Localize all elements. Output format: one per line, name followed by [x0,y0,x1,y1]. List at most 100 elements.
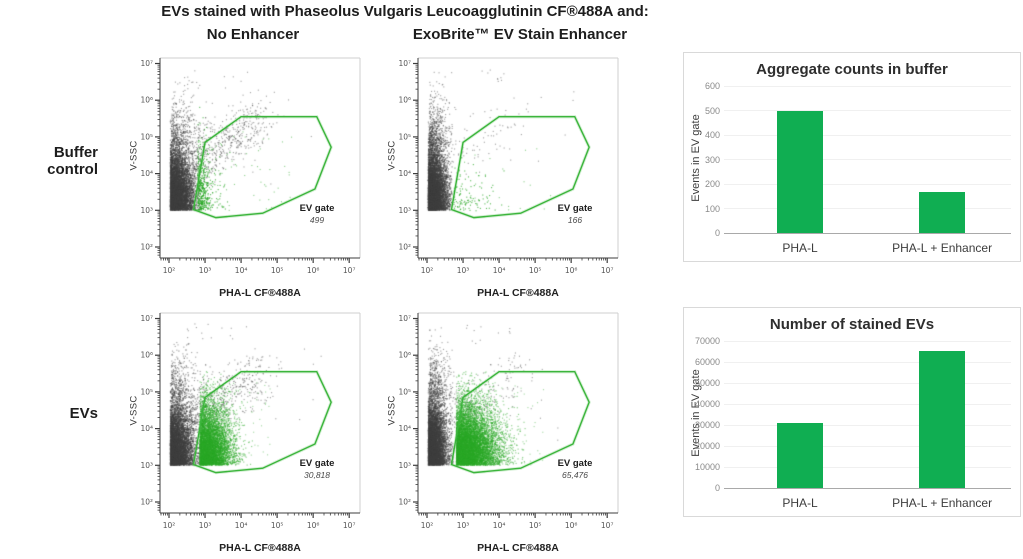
x-tick-label: 10² [421,521,434,530]
ev-gate-polygon [192,116,332,219]
x-tick-label: 10⁴ [493,266,506,275]
gridline [724,159,1011,160]
gridline [724,85,1011,87]
y-tick-label: 10⁴ [140,169,153,178]
bar-pha-l-enhancer [919,192,966,233]
y-axis-title: Events in EV gate [690,369,702,457]
x-axis-ticks: 10² 10³ 10⁴ 10⁵ 10⁶ 10⁷ [418,258,614,275]
x-axis-title: PHA-L CF®488A [219,542,301,554]
y-tick-label: 10⁶ [398,351,411,360]
flow-plot-buffer-enhancer: V-SSC 10² 10³ 10⁴ 10⁵ 10⁶ 10⁷ 10² 10³ 10⁴ 10⁵ 10⁶ 1… [358,50,633,308]
y-tick-label: 0 [714,483,720,493]
y-tick-label: 70000 [694,336,720,346]
x-tick-label: 10⁶ [307,521,320,530]
y-tick-label: 10⁵ [398,387,411,396]
y-tick-label: 10000 [694,462,720,472]
x-axis-ticks: 10² 10³ 10⁴ 10⁵ 10⁶ 10⁷ [160,513,355,530]
y-axis-ticks: 10² 10³ 10⁴ 10⁵ 10⁶ 10⁷ [398,59,418,256]
y-tick-label: 200 [704,179,720,189]
y-tick-label: 10⁷ [140,314,153,323]
x-tick-label: 10⁶ [565,266,578,275]
y-tick-label: 10⁵ [398,132,411,141]
gridline [724,183,1011,185]
x-tick-label: 10³ [457,521,470,530]
x-tick-label: 10² [163,521,176,530]
x-tick-label: 10³ [457,266,470,275]
bar-pha-l-enhancer [919,350,966,488]
y-tick-label: 10³ [140,461,153,470]
bar-chart-aggregate-counts-panel: Aggregate counts in buffer Events in EV … [683,52,1021,262]
bar-plot-area: 0 10000 20000 30000 40000 50000 60000 70000 PHA-… [695,336,1011,510]
x-tick-label: 10⁵ [529,266,542,275]
x-tick-label: 10⁵ [271,266,284,275]
gridline [724,232,1011,234]
x-tick-label: 10⁶ [565,521,578,530]
y-tick-label: 600 [704,81,720,91]
column-header-no-enhancer: No Enhancer [206,26,300,43]
chart-title: Number of stained EVs [769,316,935,333]
x-axis-title: PHA-L CF®488A [477,542,559,554]
y-tick-label: 10⁷ [398,59,411,68]
y-tick-label: 10⁴ [140,424,153,433]
x-tick-label: 10⁷ [601,266,614,275]
x-axis-title: PHA-L CF®488A [477,287,559,299]
y-tick-label: 60000 [694,357,720,367]
y-tick-label: 400 [704,130,720,140]
y-tick-label: 20000 [694,441,720,451]
gridline [724,110,1011,111]
gate-count: 499 [309,214,325,225]
gridline [724,445,1011,447]
x-tick-label: 10⁶ [307,266,320,275]
x-axis-ticks: 10² 10³ 10⁴ 10⁵ 10⁶ 10⁷ [160,258,355,275]
y-tick-label: 30000 [694,420,720,430]
x-tick-label: 10⁵ [529,521,542,530]
x-tick-label: 10² [421,266,434,275]
y-tick-label: 10³ [398,461,411,470]
x-tick-label: 10⁴ [235,521,248,530]
y-axis-ticks: 10² 10³ 10⁴ 10⁵ 10⁶ 10⁷ [140,59,160,256]
bar-pha-l [777,110,824,233]
flow-plot-evs-enhancer: V-SSC 10² 10³ 10⁴ 10⁵ 10⁶ 10⁷ 10² 10³ 10⁴ 10⁵ 10⁶ 1… [358,305,633,559]
axes-gate-overlay: 10² 10³ 10⁴ 10⁵ 10⁶ 10⁷ 10² 10³ 10⁴ 10⁵ 10⁶ 10⁷ [398,57,619,275]
category-label: PHA-L [782,241,818,255]
y-axis-ticks: 10² 10³ 10⁴ 10⁵ 10⁶ 10⁷ [398,314,418,511]
x-axis-ticks: 10² 10³ 10⁴ 10⁵ 10⁶ 10⁷ [418,513,613,530]
y-tick-label: 10⁶ [140,96,153,105]
row-label-buffer-control: Buffer control [47,144,98,178]
category-label: PHA-L + Enhancer [892,496,993,510]
axes-gate-overlay: 10² 10³ 10⁴ 10⁵ 10⁶ 10⁷ 10² 10³ 10⁴ 10⁵ 10⁶ 10⁷ [398,312,619,530]
y-axis-ticks: 10² 10³ 10⁴ 10⁵ 10⁶ 10⁷ [140,314,160,511]
gate-name: EV gate [557,458,593,469]
y-tick-label: 10⁵ [140,387,153,396]
x-tick-label: 10² [163,266,176,275]
gate-label: EV gate 166 [530,203,620,226]
y-tick-label: 300 [704,154,720,165]
ev-gate-polygon [192,371,332,474]
x-axis-title: PHA-L CF®488A [219,287,301,299]
y-tick-label: 10³ [140,206,153,215]
gate-name: EV gate [299,203,335,214]
y-tick-label: 10⁴ [398,424,411,433]
y-tick-label: 10⁷ [140,59,153,68]
y-tick-label: 50000 [694,378,720,388]
flow-plot-buffer-no-enhancer: V-SSC 10² 10³ 10⁴ 10⁵ 10⁶ 10⁷ 10² 10³ 10⁴ 10⁵ 10⁶ 1… [100,50,375,308]
ev-gate-polygon [450,371,590,474]
y-tick-label: 10³ [398,206,411,215]
gate-name: EV gate [557,203,593,214]
gate-count: 30,818 [304,469,330,480]
y-tick-label: 10⁶ [398,96,411,105]
y-tick-label: 10² [140,242,153,251]
x-tick-label: 10⁴ [493,521,506,530]
y-tick-label: 10² [398,242,411,251]
y-tick-label: 500 [704,105,720,116]
gate-count: 65,476 [562,469,588,480]
row-label-evs: EVs [69,405,98,422]
chart-title: Aggregate counts in buffer [756,61,948,78]
gridline [724,382,1011,384]
ev-gate-polygon [450,116,590,219]
gridline [724,208,1011,209]
gridline [724,340,1011,342]
axes-gate-overlay: 10² 10³ 10⁴ 10⁵ 10⁶ 10⁷ 10² 10³ 10⁴ 10⁵ 10⁶ 10⁷ [140,57,361,275]
y-tick-label: 10⁷ [398,314,411,323]
